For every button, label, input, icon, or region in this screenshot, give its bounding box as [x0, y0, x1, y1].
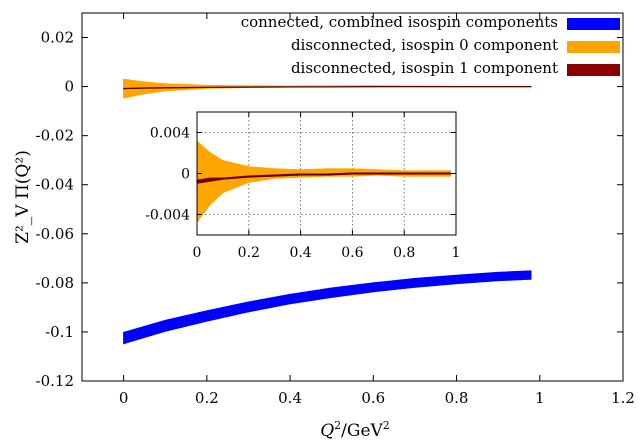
inset-disconnected-i1-line: [196, 172, 451, 183]
connected-band: [123, 270, 532, 345]
y-axis-ticks: 0.02 0 -0.02 -0.04 -0.06 -0.08 -0.1 -0.12: [36, 29, 623, 390]
legend-label-disconnected-i1: disconnected, isospin 1 component: [291, 59, 558, 77]
legend-swatch-connected: [567, 18, 620, 30]
x-tick-label: 0.8: [445, 389, 469, 407]
y-tick-label: 0: [64, 78, 74, 96]
disconnected-i0-band-area: [123, 78, 532, 99]
inset-y-ticks: 0.004 0 -0.004: [145, 126, 456, 224]
inset-x-tick-label: 0.8: [393, 245, 415, 261]
y-tick-label: -0.06: [36, 225, 74, 243]
legend-label-disconnected-i0: disconnected, isospin 0 component: [291, 36, 558, 54]
x-tick-label: 1: [535, 389, 545, 407]
y-axis-label: Z²_V Π(Q²): [13, 150, 33, 244]
legend-swatch-disconnected-i0: [567, 41, 620, 53]
plot-frame: [81, 12, 624, 382]
inset-plot: 0.004 0 -0.004 0 0.2 0.4 0.6 0.8 1: [145, 111, 461, 261]
x-axis-label: Q2/GeV2: [320, 419, 390, 441]
x-tick-label: 0.2: [195, 389, 219, 407]
y-tick-label: -0.12: [36, 372, 74, 390]
inset-series-layer: [196, 140, 451, 223]
inset-x-tick-label: 1: [452, 245, 461, 261]
inset-x-ticks: 0 0.2 0.4 0.6 0.8 1: [193, 112, 461, 261]
x-tick-label: 0: [119, 389, 129, 407]
x-tick-label: 0.6: [361, 389, 385, 407]
inset-x-tick-label: 0.6: [341, 245, 363, 261]
inset-y-tick-label: 0: [181, 167, 190, 183]
y-tick-label: -0.04: [36, 176, 74, 194]
inset-y-tick-label: -0.004: [145, 208, 190, 224]
y-tick-label: 0.02: [41, 29, 74, 47]
legend: connected, combined isospin components d…: [241, 13, 620, 77]
inset-x-tick-label: 0.2: [238, 245, 260, 261]
disconnected-i0-band: [123, 78, 532, 99]
x-tick-label: 0.4: [278, 389, 302, 407]
x-axis-ticks: 0 0.2 0.4 0.6 0.8 1 1.2: [119, 13, 635, 407]
legend-swatch-disconnected-i1: [567, 64, 620, 76]
inset-disconnected-i0-band-area: [197, 140, 451, 223]
inset-x-tick-label: 0: [193, 245, 202, 261]
main-series-layer: [123, 78, 532, 345]
legend-label-connected: connected, combined isospin components: [241, 13, 558, 31]
x-tick-label: 1.2: [611, 389, 635, 407]
inset-y-tick-label: 0.004: [150, 126, 190, 142]
inset-x-tick-label: 0.4: [289, 245, 311, 261]
y-tick-label: -0.02: [36, 127, 74, 145]
y-tick-label: -0.08: [36, 274, 74, 292]
disconnected-i1-line: [123, 85, 532, 90]
y-tick-label: -0.1: [45, 323, 74, 341]
